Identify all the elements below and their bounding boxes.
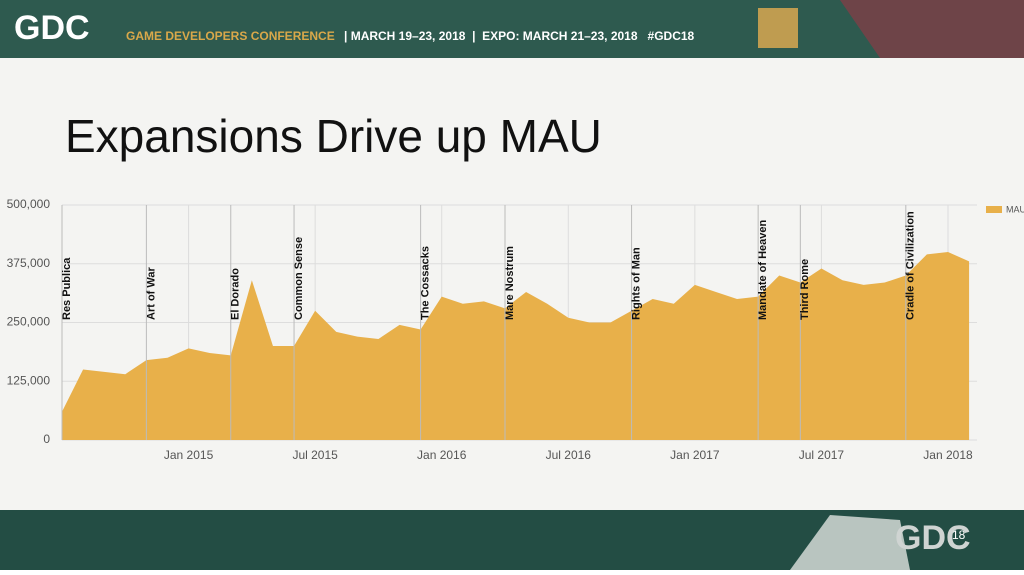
annotation-label: Mare Nostrum (504, 246, 516, 320)
legend-label: MAU (1006, 204, 1024, 214)
plot: 0 125,000 250,000 375,000 500,000 Jan 2015 Jul… (7, 197, 1024, 462)
annotation-label: Cradle of Civilization (905, 211, 917, 320)
y-tick-label: 0 (43, 432, 50, 446)
footer-logo: GDC (895, 519, 971, 557)
x-tick-label: Jul 2017 (799, 448, 845, 462)
annotation-label: Art of War (145, 267, 157, 320)
legend-swatch (986, 206, 1002, 213)
x-tick-label: Jan 2018 (923, 448, 973, 462)
annotation-label: Third Rome (799, 259, 811, 320)
header-decoration (840, 0, 1024, 58)
footer-edition: 18 (952, 528, 966, 542)
annotation-label: Res Publica (61, 257, 73, 320)
header-conference: GAME DEVELOPERS CONFERENCE (126, 29, 335, 43)
x-tick-label: Jul 2015 (292, 448, 338, 462)
header-logo: GDC (14, 9, 90, 47)
annotation-label: Mandate of Heaven (757, 219, 769, 320)
header-cube (758, 8, 798, 48)
header-dates: | MARCH 19–23, 2018 | EXPO: MARCH 21–23,… (344, 29, 695, 43)
annotation-label: Rights of Man (630, 247, 642, 320)
x-tick-label: Jan 2016 (417, 448, 467, 462)
x-tick-label: Jan 2017 (670, 448, 720, 462)
y-tick-label: 375,000 (7, 256, 51, 270)
y-tick-label: 125,000 (7, 373, 51, 387)
chart-title: Expansions Drive up MAU (65, 110, 602, 162)
area (62, 252, 970, 440)
x-tick-label: Jul 2016 (546, 448, 592, 462)
annotation-label: The Cossacks (420, 246, 432, 320)
annotation-label: Common Sense (293, 237, 305, 320)
x-tick-label: Jan 2015 (164, 448, 214, 462)
footer-decoration (790, 515, 910, 570)
y-tick-label: 250,000 (7, 315, 51, 329)
annotation-label: El Dorado (230, 268, 242, 320)
y-tick-label: 500,000 (7, 197, 51, 211)
